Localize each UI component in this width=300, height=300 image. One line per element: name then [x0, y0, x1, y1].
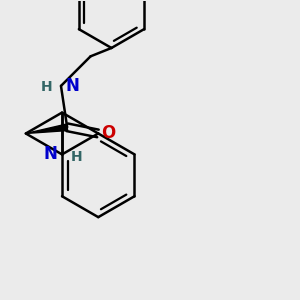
Text: H: H	[71, 150, 82, 164]
Polygon shape	[26, 124, 68, 134]
Text: H: H	[40, 80, 52, 94]
Text: N: N	[44, 146, 58, 164]
Text: O: O	[101, 124, 115, 142]
Text: N: N	[65, 77, 79, 95]
